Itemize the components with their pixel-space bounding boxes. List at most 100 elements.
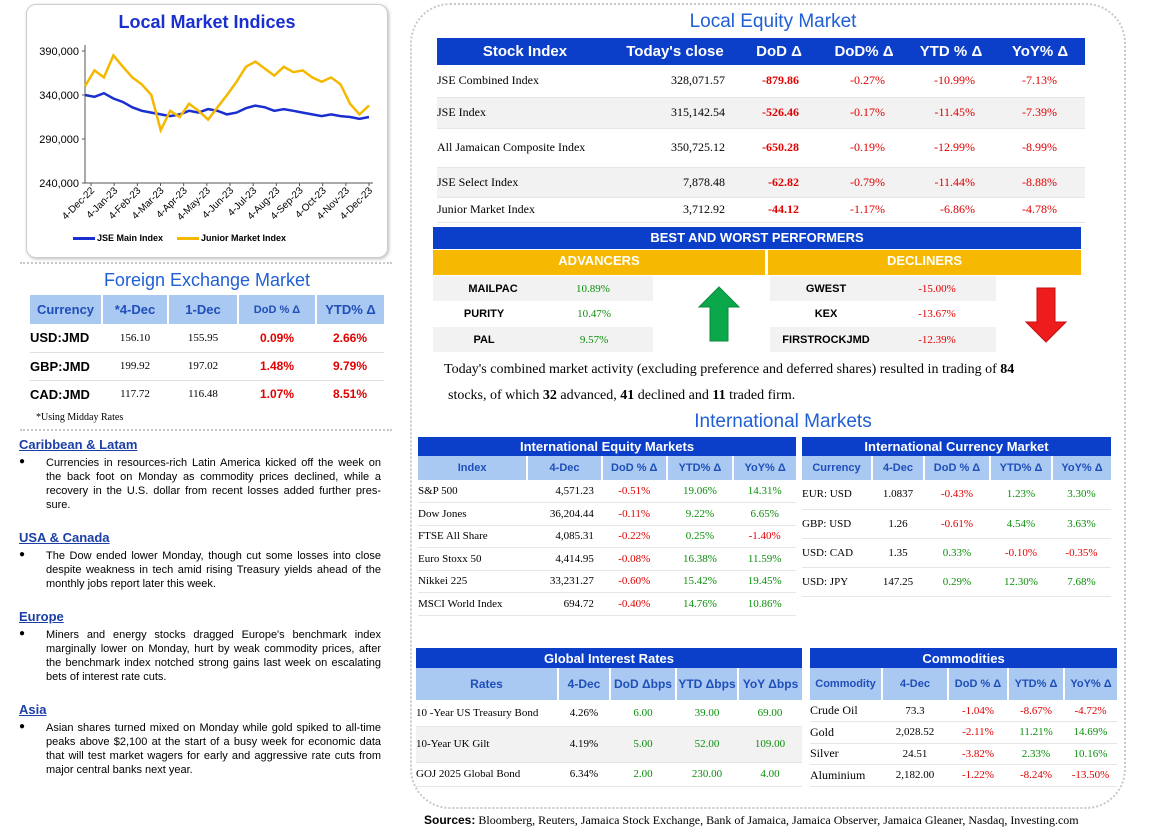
intl-title: International Markets <box>694 411 872 432</box>
news-section: Caribbean & Latam ● Currencies in resour… <box>19 437 381 530</box>
intl-equity-dod: -0.08% <box>618 552 651 565</box>
commodity-ytd: -8.67% <box>1019 704 1053 717</box>
equity-yoy: -7.39% <box>1022 105 1057 119</box>
intl-fx-ytd: -0.10% <box>1004 546 1038 559</box>
commodity-name: Silver <box>810 746 839 761</box>
local-indices-panel: Local Market Indices 390,000 340,000 290,0… <box>26 4 388 258</box>
bullet-icon: ● <box>19 456 26 467</box>
rate-yoy: 4.00 <box>760 768 780 780</box>
intl-equity-dod: -0.11% <box>618 507 651 520</box>
news-text: Currencies in resources-rich Latin Ameri… <box>46 457 381 511</box>
advancer-ticker: PAL <box>473 333 495 346</box>
sources-label: Sources: <box>424 813 476 827</box>
legend-junior-swatch <box>177 236 200 240</box>
fx-dod: 0.09% <box>259 330 295 345</box>
intl-fx-value: 1.35 <box>888 546 908 559</box>
fx-prev: 197.02 <box>187 360 219 372</box>
equity-table: Stock Index Today's close DoD Δ DoD% Δ Y… <box>437 38 1085 223</box>
summary-text: declined and <box>634 388 713 403</box>
equity-dod-pct: -0.27% <box>850 73 885 88</box>
intl-equity-ytd: 0.25% <box>685 530 715 543</box>
bullet-icon: ● <box>19 549 26 560</box>
decliners-list: GWEST -15.00% KEX -13.67% FIRSTROCKJMD -… <box>770 276 996 352</box>
commodity-row: Gold 2,028.52 -2.11% 11.21% 14.69% <box>810 722 1117 743</box>
right-frame <box>410 3 1126 809</box>
intl-fx-value: 1.26 <box>888 517 908 530</box>
y-tick-label: 390,000 <box>39 46 79 58</box>
intl-equity-value: 4,085.31 <box>555 530 594 543</box>
intl-equity-index: Euro Stoxx 50 <box>418 552 482 565</box>
commodity-price: 73.3 <box>905 704 925 717</box>
rates-header: Rates <box>416 668 559 700</box>
decliner-change: -15.00% <box>918 282 956 295</box>
fx-ytd: 2.66% <box>332 330 368 345</box>
y-tick-label: 240,000 <box>39 178 79 190</box>
commodity-dod: -3.82% <box>961 747 995 760</box>
intl-fx-yoy: -0.35% <box>1065 546 1098 559</box>
equity-yoy: -4.78% <box>1022 202 1057 216</box>
equity-dod: -44.12 <box>768 202 799 216</box>
down-arrow-icon <box>1024 287 1068 343</box>
decliners-header: DECLINERS <box>768 250 1081 275</box>
equity-header: DoD% Δ <box>834 43 894 60</box>
intl-fx-header: Currency <box>802 456 873 480</box>
fx-today: 199.92 <box>119 360 151 372</box>
series-line-junior <box>83 53 370 134</box>
commodity-price: 2,028.52 <box>895 726 935 739</box>
rate-dod: 2.00 <box>633 768 653 780</box>
commodity-row: Crude Oil 73.3 -1.04% -8.67% -4.72% <box>810 700 1117 722</box>
equity-dod: -650.28 <box>762 140 799 154</box>
fx-row: CAD:JMD 117.72 116.48 1.07% 8.51% <box>30 380 384 408</box>
fx-today: 117.72 <box>120 388 150 401</box>
fx-header: *4-Dec <box>102 295 169 324</box>
commodity-dod: -1.22% <box>961 769 995 782</box>
intl-fx-yoy: 3.63% <box>1067 517 1096 530</box>
intl-fx-row: EUR: USD 1.0837 -0.43% 1.23% 3.30% <box>802 480 1111 509</box>
rates-table: Global Interest Rates Rates 4-Dec DoD Δb… <box>416 648 802 787</box>
equity-dod: -879.86 <box>762 73 799 88</box>
commodity-name: Crude Oil <box>810 703 858 717</box>
intl-fx-row: USD: JPY 147.25 0.29% 12.30% 7.68% <box>802 567 1111 596</box>
equity-ytd: -11.44% <box>934 174 975 189</box>
decliner-change: -12.39% <box>918 333 956 346</box>
rates-row: 10 -Year US Treasury Bond 4.26% 6.00 39.… <box>416 700 802 726</box>
equity-ytd: -6.86% <box>940 202 975 216</box>
equity-ytd: -12.99% <box>934 140 975 154</box>
commodity-yoy: 10.16% <box>1073 747 1108 760</box>
intl-equity-dod: -0.22% <box>618 530 651 543</box>
commodity-yoy: -4.72% <box>1074 704 1107 717</box>
commodity-name: Aluminium <box>810 767 866 782</box>
rates-row: 10-Year UK Gilt 4.19% 5.00 52.00 109.00 <box>416 726 802 762</box>
comm-header: YTD% Δ <box>1008 668 1065 700</box>
intl-fx-value: 1.0837 <box>882 488 914 501</box>
equity-row: JSE Select Index 7,878.48 -62.82 -0.79% … <box>437 167 1085 197</box>
equity-yoy: -8.99% <box>1022 140 1057 154</box>
news-heading: Europe <box>19 609 64 624</box>
summary-advanced: 32 <box>542 388 557 403</box>
rate-name: GOJ 2025 Global Bond <box>416 768 521 780</box>
intl-equity-dod: -0.51% <box>618 485 651 497</box>
rate-yoy: 109.00 <box>754 738 786 750</box>
intl-fx-yoy: 7.68% <box>1067 575 1096 588</box>
intl-fx-dod: 0.29% <box>942 575 972 588</box>
rate-name: 10-Year UK Gilt <box>416 738 490 750</box>
commodity-ytd: 2.33% <box>1021 747 1051 760</box>
fx-header: Currency <box>30 295 103 324</box>
intl-fx-table: International Currency Market Currency 4… <box>802 437 1111 597</box>
intl-equity-value: 694.72 <box>563 597 594 610</box>
intl-fx-pair: USD: JPY <box>802 575 849 588</box>
intl-equity-row: Nikkei 225 33,231.27 -0.60% 15.42% 19.45… <box>418 570 796 593</box>
y-tick-label: 290,000 <box>39 134 79 146</box>
intl-fx-ytd: 4.54% <box>1006 517 1036 530</box>
intl-fx-row: USD: CAD 1.35 0.33% -0.10% -0.35% <box>802 538 1111 567</box>
rate-ytd: 230.00 <box>691 768 723 780</box>
legend-main-label: JSE Main Index <box>97 233 164 243</box>
intl-equity-ytd: 19.06% <box>682 485 717 497</box>
advancers-header: ADVANCERS <box>433 250 765 275</box>
intl-equity-table: International Equity Markets Index 4-Dec… <box>418 437 796 616</box>
intl-equity-ytd: 15.42% <box>682 575 717 588</box>
y-tick-label: 340,000 <box>39 90 79 102</box>
intl-equity-value: 4,571.23 <box>555 485 594 497</box>
rate-value: 4.19% <box>569 738 599 750</box>
news-bullet: ● The Dow ended lower Monday, though cut… <box>19 549 381 591</box>
